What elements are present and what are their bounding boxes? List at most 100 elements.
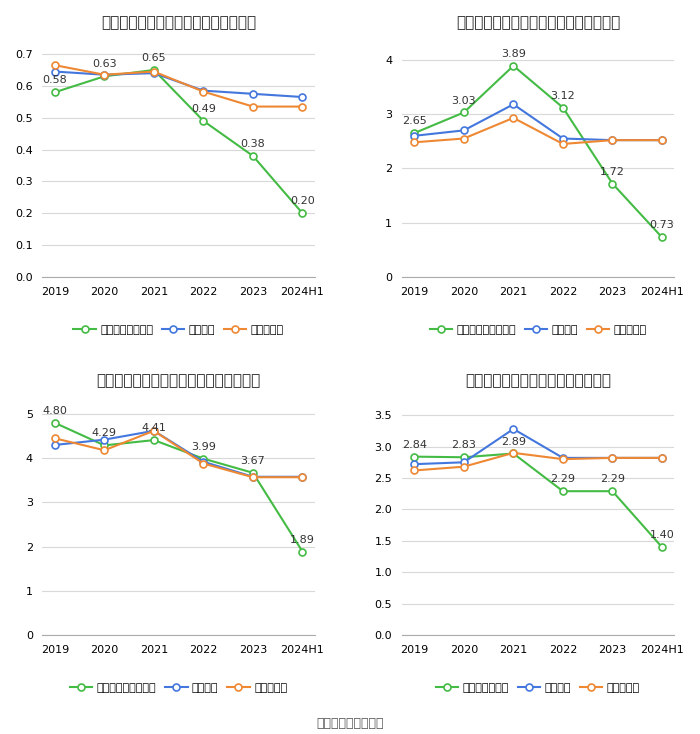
行业中位数 — [100, 70, 108, 79]
行业中位数 — [248, 102, 257, 111]
Line: 行业均值: 行业均值 — [411, 426, 666, 468]
公司存货周转率 — [509, 449, 517, 458]
公司固定资产周转率 — [608, 179, 617, 188]
公司总资产周转率 — [248, 151, 257, 160]
公司固定资产周转率 — [509, 62, 517, 70]
行业中位数 — [150, 67, 158, 76]
Line: 行业中位数: 行业中位数 — [51, 62, 306, 110]
公司存货周转率 — [608, 487, 617, 495]
行业中位数 — [298, 102, 307, 111]
行业均值 — [410, 459, 419, 468]
公司固定资产周转率 — [410, 128, 419, 137]
Line: 行业中位数: 行业中位数 — [51, 427, 306, 481]
行业中位数 — [658, 136, 666, 145]
Text: 4.29: 4.29 — [92, 429, 117, 438]
公司存货周转率 — [460, 453, 468, 462]
公司总资产周转率 — [100, 72, 108, 81]
行业均值 — [248, 473, 257, 482]
公司总资产周转率 — [50, 88, 59, 97]
Title: 锋龙股份历年存货周转率情况（次）: 锋龙股份历年存货周转率情况（次） — [466, 373, 611, 388]
Text: 0.20: 0.20 — [290, 196, 315, 206]
行业均值 — [150, 426, 158, 435]
公司应收账款周转率 — [50, 418, 59, 427]
Text: 2.84: 2.84 — [402, 440, 427, 450]
行业均值 — [559, 134, 567, 143]
行业均值 — [50, 67, 59, 76]
Text: 4.80: 4.80 — [43, 406, 67, 416]
公司存货周转率 — [658, 542, 666, 551]
Text: 2.65: 2.65 — [402, 116, 427, 126]
Text: 0.65: 0.65 — [141, 53, 166, 63]
行业均值 — [298, 473, 307, 482]
行业中位数 — [199, 87, 208, 96]
Text: 2.29: 2.29 — [600, 474, 625, 484]
行业均值 — [248, 90, 257, 98]
Text: 3.67: 3.67 — [241, 456, 265, 466]
公司总资产周转率 — [199, 117, 208, 126]
公司固定资产周转率 — [460, 108, 468, 117]
Title: 锋龙股份历年应收账款周转率情况（次）: 锋龙股份历年应收账款周转率情况（次） — [97, 373, 261, 388]
行业均值 — [559, 454, 567, 462]
公司存货周转率 — [410, 452, 419, 461]
Line: 公司应收账款周转率: 公司应收账款周转率 — [51, 419, 306, 555]
行业均值 — [608, 454, 617, 462]
行业均值 — [658, 454, 666, 462]
Text: 1.89: 1.89 — [290, 534, 315, 545]
行业中位数 — [608, 136, 617, 145]
行业中位数 — [298, 473, 307, 482]
行业均值 — [509, 424, 517, 433]
行业均值 — [460, 458, 468, 467]
公司应收账款周转率 — [248, 468, 257, 477]
Text: 数据来源：恒生聚源: 数据来源：恒生聚源 — [316, 717, 384, 730]
行业均值 — [608, 136, 617, 145]
行业中位数 — [410, 466, 419, 475]
Text: 2.83: 2.83 — [452, 440, 476, 451]
公司总资产周转率 — [150, 65, 158, 74]
行业中位数 — [50, 61, 59, 70]
行业中位数 — [460, 134, 468, 143]
行业均值 — [298, 92, 307, 101]
行业中位数 — [460, 462, 468, 471]
Text: 1.72: 1.72 — [600, 167, 625, 177]
行业中位数 — [509, 114, 517, 123]
Line: 公司固定资产周转率: 公司固定资产周转率 — [411, 62, 666, 241]
公司总资产周转率 — [298, 209, 307, 218]
Text: 3.12: 3.12 — [550, 90, 575, 101]
行业中位数 — [559, 139, 567, 148]
Text: 3.89: 3.89 — [501, 49, 526, 59]
公司固定资产周转率 — [658, 233, 666, 241]
行业中位数 — [658, 454, 666, 462]
行业均值 — [100, 70, 108, 79]
Legend: 公司存货周转率, 行业均值, 行业中位数: 公司存货周转率, 行业均值, 行业中位数 — [432, 679, 645, 698]
Text: 2.29: 2.29 — [550, 474, 575, 484]
Text: 3.03: 3.03 — [452, 95, 476, 106]
行业中位数 — [100, 446, 108, 454]
公司存货周转率 — [559, 487, 567, 495]
公司应收账款周转率 — [150, 436, 158, 445]
Legend: 公司应收账款周转率, 行业均值, 行业中位数: 公司应收账款周转率, 行业均值, 行业中位数 — [66, 679, 292, 698]
Line: 公司总资产周转率: 公司总资产周转率 — [51, 67, 306, 217]
行业中位数 — [248, 473, 257, 482]
行业中位数 — [410, 138, 419, 147]
Line: 行业均值: 行业均值 — [51, 68, 306, 101]
Text: 0.38: 0.38 — [241, 139, 265, 149]
行业均值 — [50, 440, 59, 449]
行业中位数 — [150, 426, 158, 435]
行业中位数 — [50, 434, 59, 443]
Text: 3.99: 3.99 — [191, 442, 216, 451]
Line: 行业中位数: 行业中位数 — [411, 449, 666, 474]
Line: 行业均值: 行业均值 — [51, 427, 306, 480]
公司应收账款周转率 — [199, 454, 208, 463]
行业均值 — [150, 69, 158, 78]
行业中位数 — [509, 448, 517, 457]
Line: 行业中位数: 行业中位数 — [411, 115, 666, 148]
行业均值 — [509, 100, 517, 109]
行业均值 — [199, 86, 208, 95]
Legend: 公司总资产周转率, 行业均值, 行业中位数: 公司总资产周转率, 行业均值, 行业中位数 — [69, 321, 288, 340]
Text: 0.73: 0.73 — [650, 220, 674, 230]
行业均值 — [410, 131, 419, 140]
Line: 公司存货周转率: 公司存货周转率 — [411, 450, 666, 550]
行业中位数 — [559, 455, 567, 464]
Text: 0.49: 0.49 — [191, 104, 216, 114]
Legend: 公司固定资产周转率, 行业均值, 行业中位数: 公司固定资产周转率, 行业均值, 行业中位数 — [425, 321, 651, 340]
